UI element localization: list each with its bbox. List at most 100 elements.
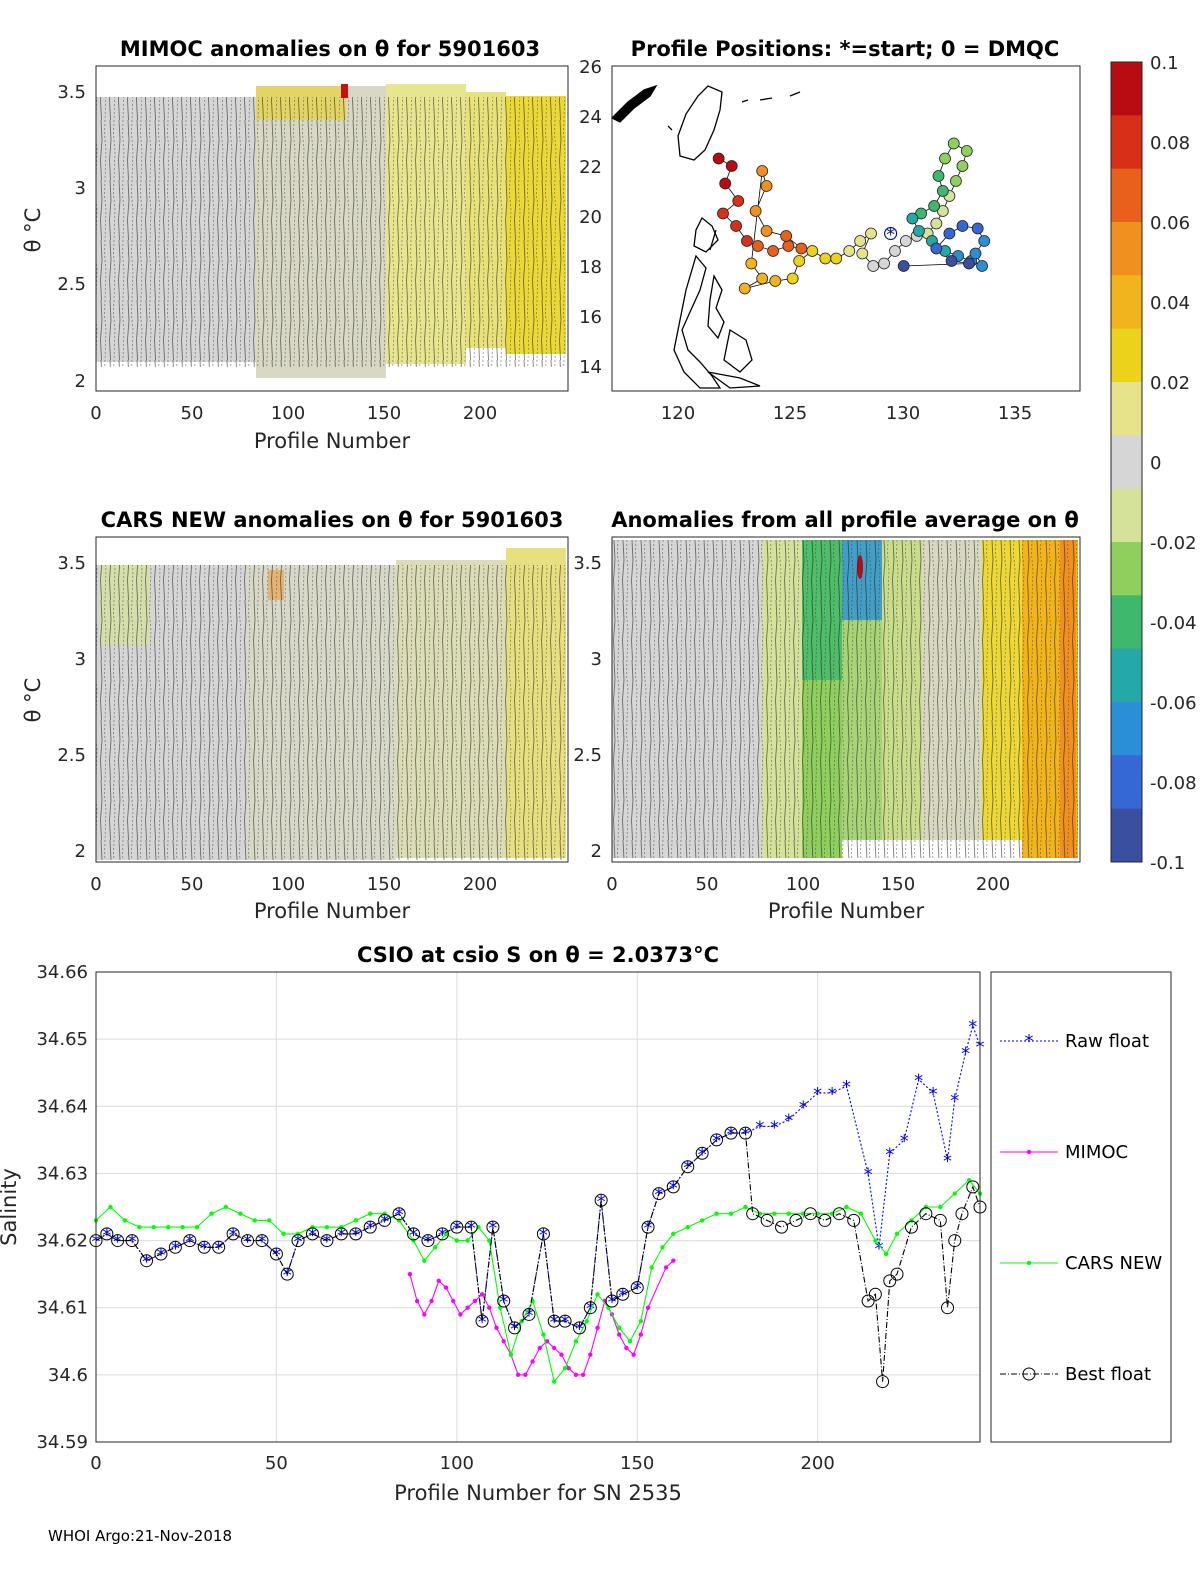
data-point — [291, 1234, 305, 1248]
mimoc-yticks: 2 2.5 3 3.5 — [57, 82, 86, 392]
data-point — [559, 1352, 564, 1357]
data-point: * — [618, 1285, 627, 1306]
data-point — [573, 1372, 579, 1378]
data-point — [955, 1207, 969, 1221]
data-point — [883, 1274, 897, 1288]
salinity-xtick: 100 — [440, 1453, 474, 1474]
avg-panel: Anomalies from all profile average on θ … — [573, 508, 1081, 923]
data-point — [465, 1305, 470, 1310]
data-point — [890, 1267, 904, 1281]
data-point: * — [366, 1218, 375, 1239]
data-point — [122, 1218, 128, 1223]
data-point: * — [452, 1218, 461, 1239]
data-point — [562, 1365, 568, 1371]
data-point — [595, 1292, 600, 1297]
data-point — [638, 1318, 644, 1324]
profile-position-marker — [751, 240, 764, 252]
salinity-ytick: 34.66 — [36, 962, 88, 983]
colorbar-tick: -0.02 — [1150, 533, 1197, 554]
data-point — [305, 1227, 319, 1241]
colorbar-cell — [1111, 328, 1142, 383]
positions-xtick: 130 — [886, 403, 920, 424]
profile-position-marker — [749, 205, 762, 217]
profile-position-marker — [971, 222, 984, 235]
profile-position-marker — [760, 225, 773, 237]
data-point — [772, 1211, 777, 1216]
positions-ytick: 22 — [579, 157, 602, 178]
positions-xtick: 125 — [773, 403, 807, 424]
data-point: * — [586, 1299, 595, 1320]
data-point — [627, 1339, 633, 1344]
data-point — [281, 1231, 286, 1237]
data-point — [140, 1254, 154, 1268]
data-point — [464, 1220, 478, 1234]
data-point: * — [395, 1205, 404, 1226]
positions-ytick: 24 — [579, 107, 602, 128]
mimoc-xlabel: Profile Number — [254, 429, 411, 453]
avg-xlabel: Profile Number — [768, 899, 925, 923]
colorbar-cell — [1111, 275, 1142, 330]
salinity-xtick: 50 — [265, 1453, 288, 1474]
data-point: * — [467, 1218, 476, 1239]
data-point: * — [550, 1312, 559, 1333]
cars-ytick: 2 — [75, 841, 86, 862]
data-point — [396, 1218, 402, 1223]
colorbar: 0.1 0.08 0.06 0.04 0.02 0 -0.02 -0.04 -0… — [1110, 53, 1197, 874]
data-point: * — [488, 1218, 497, 1239]
profile-position-marker — [867, 260, 880, 272]
data-point — [497, 1294, 511, 1308]
colorbar-ticks: 0.1 0.08 0.06 0.04 0.02 0 -0.02 -0.04 -0… — [1150, 53, 1197, 874]
data-point — [616, 1287, 630, 1301]
colorbar-tick: 0.06 — [1150, 213, 1190, 234]
mimoc-heatmap — [96, 84, 566, 378]
legend-box — [990, 971, 1172, 1443]
legend-item-mimoc: MIMOC — [1000, 1142, 1128, 1163]
data-point — [223, 1204, 229, 1210]
data-point — [255, 1234, 269, 1248]
profile-position-marker — [976, 260, 988, 272]
data-point — [465, 1238, 470, 1243]
data-point — [226, 1227, 240, 1241]
data-point: * — [575, 1319, 584, 1340]
data-point — [966, 1180, 980, 1194]
data-point — [523, 1372, 528, 1378]
data-point: * — [423, 1232, 432, 1253]
colorbar-tick: -0.06 — [1150, 693, 1197, 714]
data-point — [789, 1213, 803, 1227]
data-point — [429, 1298, 434, 1304]
data-point: * — [214, 1238, 223, 1259]
mimoc-ylabel: θ °C — [21, 208, 45, 253]
cars-heatmap — [96, 548, 566, 860]
positions-ytick: 14 — [579, 357, 602, 378]
salinity-panel: CSIO at csio S on θ = 2.0373°C * * * ** * * * *… — [0, 943, 1172, 1505]
data-point: * — [607, 1292, 616, 1313]
profile-position-marker — [786, 272, 799, 285]
data-point: * — [478, 1312, 487, 1333]
data-point — [443, 1285, 449, 1290]
data-point: * — [185, 1232, 194, 1253]
salinity-ytick: 34.65 — [36, 1029, 88, 1050]
positions-panel: Profile Positions: *=start; 0 = DMQC * 1… — [579, 37, 1081, 424]
mimoc-axes-frame — [95, 65, 569, 392]
data-point — [295, 1231, 301, 1237]
cars-ytick: 3.5 — [57, 553, 86, 574]
data-point — [616, 1332, 622, 1337]
data-point — [660, 1245, 665, 1250]
profile-position-marker — [745, 257, 758, 270]
data-point — [858, 1211, 864, 1216]
positions-ytick: 20 — [579, 207, 602, 228]
data-point — [616, 1325, 622, 1331]
profile-position-marker — [719, 177, 732, 190]
salinity-xtick: 150 — [620, 1453, 654, 1474]
data-point — [100, 1227, 114, 1241]
data-point: * — [524, 1305, 533, 1326]
data-point — [522, 1307, 536, 1321]
avg-xtick: 200 — [976, 874, 1010, 895]
data-point — [310, 1224, 315, 1230]
cars-ylabel: θ °C — [21, 678, 45, 723]
profile-position-marker — [793, 255, 806, 267]
data-point: * — [755, 1117, 764, 1138]
data-point — [547, 1314, 561, 1328]
colorbar-cell — [1111, 62, 1142, 116]
profile-position-marker — [930, 217, 943, 230]
